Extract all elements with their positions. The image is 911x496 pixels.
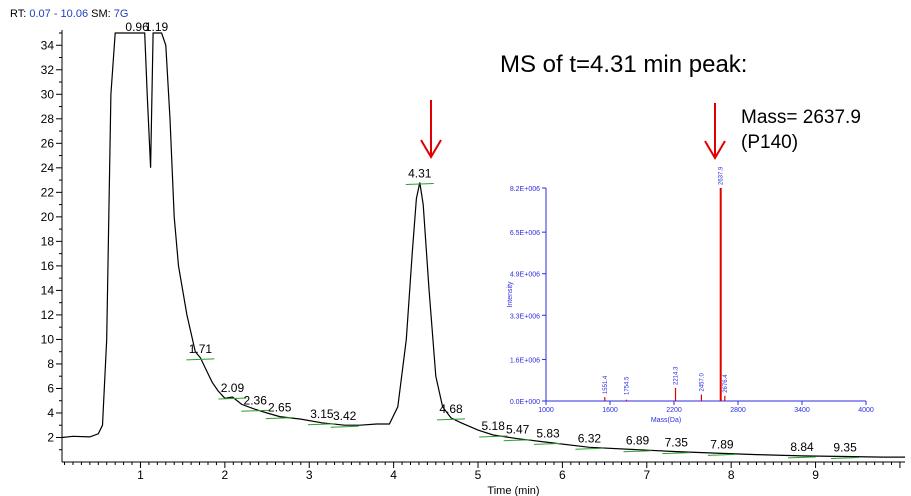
x-axis-title: Time (min) xyxy=(487,485,539,496)
rt-label: RT: xyxy=(10,8,27,20)
ms-y-tick-label: 3.3E+006 xyxy=(510,313,540,320)
mass-id: (P140) xyxy=(741,132,799,153)
ms-peak-label: 2457.0 xyxy=(699,372,705,391)
peak-label: 2.09 xyxy=(221,381,245,395)
ms-x-tick-label: 1000 xyxy=(538,407,554,414)
ms-y-tick-label: 1.6E+006 xyxy=(510,357,540,364)
peak-label: 5.83 xyxy=(536,426,560,440)
ms-x-tick-label: 2800 xyxy=(730,407,746,414)
peak-label: 3.42 xyxy=(333,409,357,423)
x-tick-label: 3 xyxy=(306,468,313,482)
peak-label: 5.47 xyxy=(506,423,530,437)
y-tick-label: 4 xyxy=(47,406,54,420)
sm-value: 7G xyxy=(113,8,129,20)
y-tick-label: 14 xyxy=(41,283,55,297)
y-tick-label: 34 xyxy=(41,38,55,52)
peak-label: 5.18 xyxy=(482,419,506,433)
peak-label: 7.89 xyxy=(710,437,734,451)
peak-baseline xyxy=(707,453,736,456)
mass-value: Mass= 2637.9 xyxy=(741,107,861,128)
x-tick-label: 8 xyxy=(728,468,735,482)
ms-x-axis-title: Mass(Da) xyxy=(651,417,681,424)
x-tick-label: 1 xyxy=(137,468,144,482)
peak-label: 3.15 xyxy=(310,407,334,421)
ms-peak-arrow xyxy=(704,103,726,160)
peak-label: 0.96 xyxy=(125,20,149,34)
chromatogram-peak-arrow xyxy=(420,100,442,159)
y-tick-label: 18 xyxy=(41,234,55,248)
peak-baseline xyxy=(534,442,563,445)
y-tick-label: 10 xyxy=(41,332,55,346)
peak-label: 6.32 xyxy=(578,431,602,445)
y-tick-label: 28 xyxy=(41,112,55,126)
ms-peak-label: 2214.3 xyxy=(674,366,680,385)
peak-baseline xyxy=(307,423,336,426)
peak-label: 9.35 xyxy=(833,440,857,454)
ms-peak-label: 2637.9 xyxy=(719,166,725,185)
x-tick-label: 4 xyxy=(390,468,397,482)
peak-label: 7.35 xyxy=(665,436,689,450)
ms-x-tick-label: 4000 xyxy=(858,407,874,414)
peak-baseline xyxy=(218,397,247,400)
mass-annotation: Mass= 2637.9 (P140) xyxy=(741,105,861,155)
y-tick-label: 26 xyxy=(41,136,55,150)
peak-label: 1.19 xyxy=(145,20,169,34)
ms-y-tick-label: 8.2E+006 xyxy=(510,186,540,193)
x-tick-label: 2 xyxy=(222,468,229,482)
peak-baseline xyxy=(831,456,860,459)
peak-baseline xyxy=(503,439,532,442)
ms-x-tick-label: 2200 xyxy=(666,407,682,414)
x-tick-label: 5 xyxy=(475,468,482,482)
peak-baseline xyxy=(265,417,294,420)
peak-label: 2.65 xyxy=(268,401,292,415)
sm-label: SM: xyxy=(91,8,111,20)
peak-baseline xyxy=(788,456,817,459)
ms-peak-label: 1551.4 xyxy=(603,375,609,394)
peak-label: 8.84 xyxy=(790,440,814,454)
mass-spectrum-inset: 0.0E+000 1.6E+006 3.3E+006 4.9E+006 6.5E+006… xyxy=(507,166,874,424)
ms-y-tick-label: 0.0E+000 xyxy=(510,399,540,406)
ms-peak-label: 1754.5 xyxy=(624,376,630,395)
peak-label: 2.36 xyxy=(244,393,268,407)
ms-x-tick-label: 3400 xyxy=(794,407,810,414)
peak-baseline xyxy=(186,358,215,361)
y-tick-label: 2 xyxy=(47,430,54,444)
ms-y-axis-title: Intensity xyxy=(507,281,514,308)
x-tick-label: 7 xyxy=(643,468,650,482)
y-tick-label: 24 xyxy=(41,161,55,175)
peak-baseline xyxy=(623,450,652,453)
y-tick-label: 30 xyxy=(41,87,55,101)
y-tick-label: 22 xyxy=(41,185,55,199)
y-tick-label: 8 xyxy=(47,357,54,371)
peak-baseline xyxy=(662,452,691,455)
ms-peak-title: MS of t=4.31 min peak: xyxy=(500,51,748,78)
ms-y-tick-label: 6.5E+006 xyxy=(510,230,540,237)
ms-peak-label: 2676.4 xyxy=(723,374,729,393)
peak-arrows xyxy=(420,100,726,160)
peak-baseline xyxy=(241,409,270,412)
y-tick-label: 32 xyxy=(41,63,55,77)
x-tick-label: 6 xyxy=(559,468,566,482)
peak-label: 4.31 xyxy=(408,167,432,181)
peak-baseline xyxy=(436,418,466,421)
peak-label: 6.89 xyxy=(626,434,650,448)
chromatogram-trace xyxy=(61,32,905,458)
peak-baseline xyxy=(575,447,604,450)
rt-value: 0.07 - 10.06 xyxy=(29,8,89,20)
x-tick-label: 9 xyxy=(812,468,819,482)
y-tick-label: 12 xyxy=(41,308,55,322)
peak-baseline xyxy=(330,425,359,428)
ms-x-tick-label: 1600 xyxy=(602,407,618,414)
peak-label: 1.71 xyxy=(189,342,213,356)
peak-label: 4.68 xyxy=(439,402,463,416)
ms-y-tick-label: 4.9E+006 xyxy=(510,272,540,279)
peak-baseline xyxy=(479,435,508,438)
y-tick-label: 6 xyxy=(47,381,54,395)
y-tick-label: 16 xyxy=(41,259,55,273)
y-tick-label: 20 xyxy=(41,210,55,224)
range-header: RT: 0.07 - 10.06 SM: 7G xyxy=(10,8,128,20)
peak-baseline xyxy=(405,183,434,186)
